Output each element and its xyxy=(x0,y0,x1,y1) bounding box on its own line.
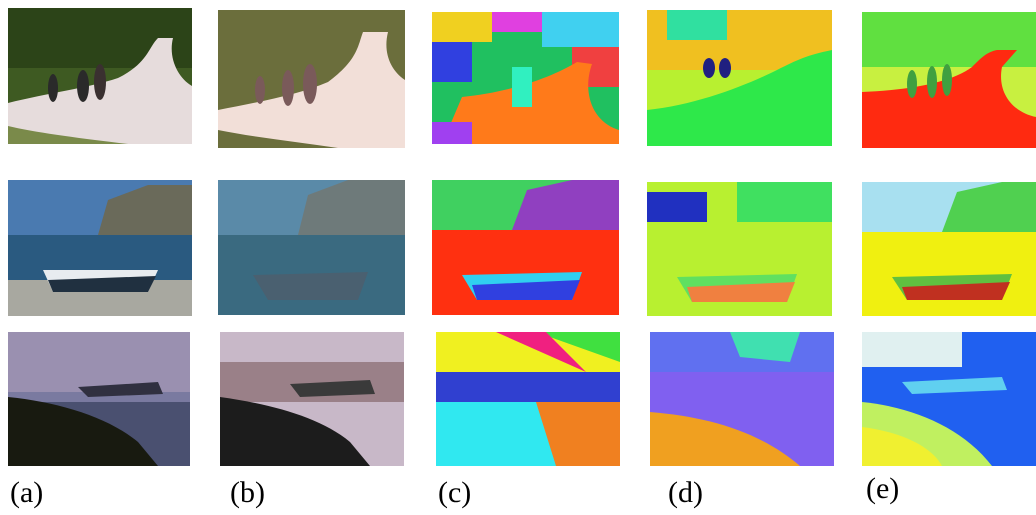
caption-b: (b) xyxy=(230,476,265,509)
row1-method-d xyxy=(647,10,832,146)
row1-method-e xyxy=(862,12,1036,148)
row2-method-c xyxy=(432,180,619,315)
row2-ground-truth xyxy=(218,180,405,315)
row2-method-d xyxy=(647,182,832,316)
caption-e: (e) xyxy=(866,472,900,505)
row3-photo xyxy=(8,332,190,466)
row3-method-e xyxy=(862,332,1036,466)
row1-method-c xyxy=(432,12,619,144)
row1-photo xyxy=(8,8,192,144)
row1-ground-truth xyxy=(218,10,405,148)
caption-c: (c) xyxy=(438,476,472,509)
caption-a: (a) xyxy=(10,476,44,509)
caption-d: (d) xyxy=(668,476,703,509)
row3-method-d xyxy=(650,332,834,466)
row3-ground-truth xyxy=(220,332,404,466)
row2-method-e xyxy=(862,182,1036,316)
row3-method-c xyxy=(436,332,620,466)
row2-photo xyxy=(8,180,192,316)
